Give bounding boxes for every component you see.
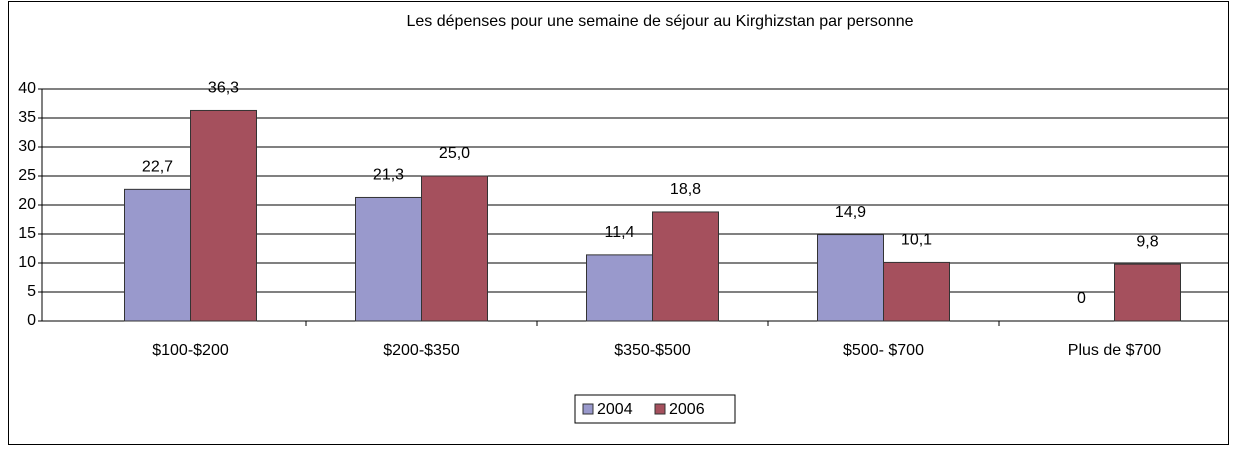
- legend-swatch: [582, 403, 594, 415]
- bar: [883, 261, 950, 322]
- legend-label: 2006: [669, 401, 705, 418]
- value-label: 18,8: [670, 181, 701, 198]
- y-tick-label: 35: [18, 109, 36, 126]
- y-tick-label: 15: [18, 225, 36, 242]
- value-label: 25,0: [439, 145, 470, 162]
- y-tick-label: 10: [18, 254, 36, 271]
- y-tick-label: 25: [18, 167, 36, 184]
- value-label: 11,4: [605, 224, 635, 241]
- y-tick-label: 20: [18, 196, 36, 213]
- bar: [355, 196, 422, 322]
- value-label: 22,7: [142, 159, 173, 176]
- x-tick-label: Plus de $700: [1068, 342, 1162, 359]
- bar: [124, 188, 191, 322]
- bar: [586, 254, 653, 322]
- legend-label: 2004: [597, 401, 633, 418]
- y-tick-label: 5: [27, 283, 36, 300]
- value-label: 21,3: [373, 167, 404, 184]
- bar: [1114, 263, 1181, 322]
- y-tick-label: 30: [18, 138, 36, 155]
- legend-swatch: [654, 403, 666, 415]
- chart-title: Les dépenses pour une semaine de séjour …: [407, 13, 914, 30]
- y-tick-label: 0: [27, 312, 36, 329]
- x-tick-label: $500- $700: [843, 342, 924, 359]
- x-tick-label: $350-$500: [614, 342, 691, 359]
- value-label: 14,9: [835, 204, 866, 221]
- bar: [421, 175, 488, 322]
- value-label: 0: [1077, 290, 1086, 307]
- value-label: 9,8: [1136, 233, 1158, 250]
- x-tick-label: $100-$200: [152, 342, 229, 359]
- x-tick-label: $200-$350: [383, 342, 460, 359]
- bar: [190, 109, 257, 322]
- bar: [652, 211, 719, 322]
- bar: [817, 234, 884, 322]
- y-tick-label: 40: [18, 80, 36, 97]
- value-label: 36,3: [208, 80, 239, 97]
- value-label: 10,1: [901, 232, 932, 249]
